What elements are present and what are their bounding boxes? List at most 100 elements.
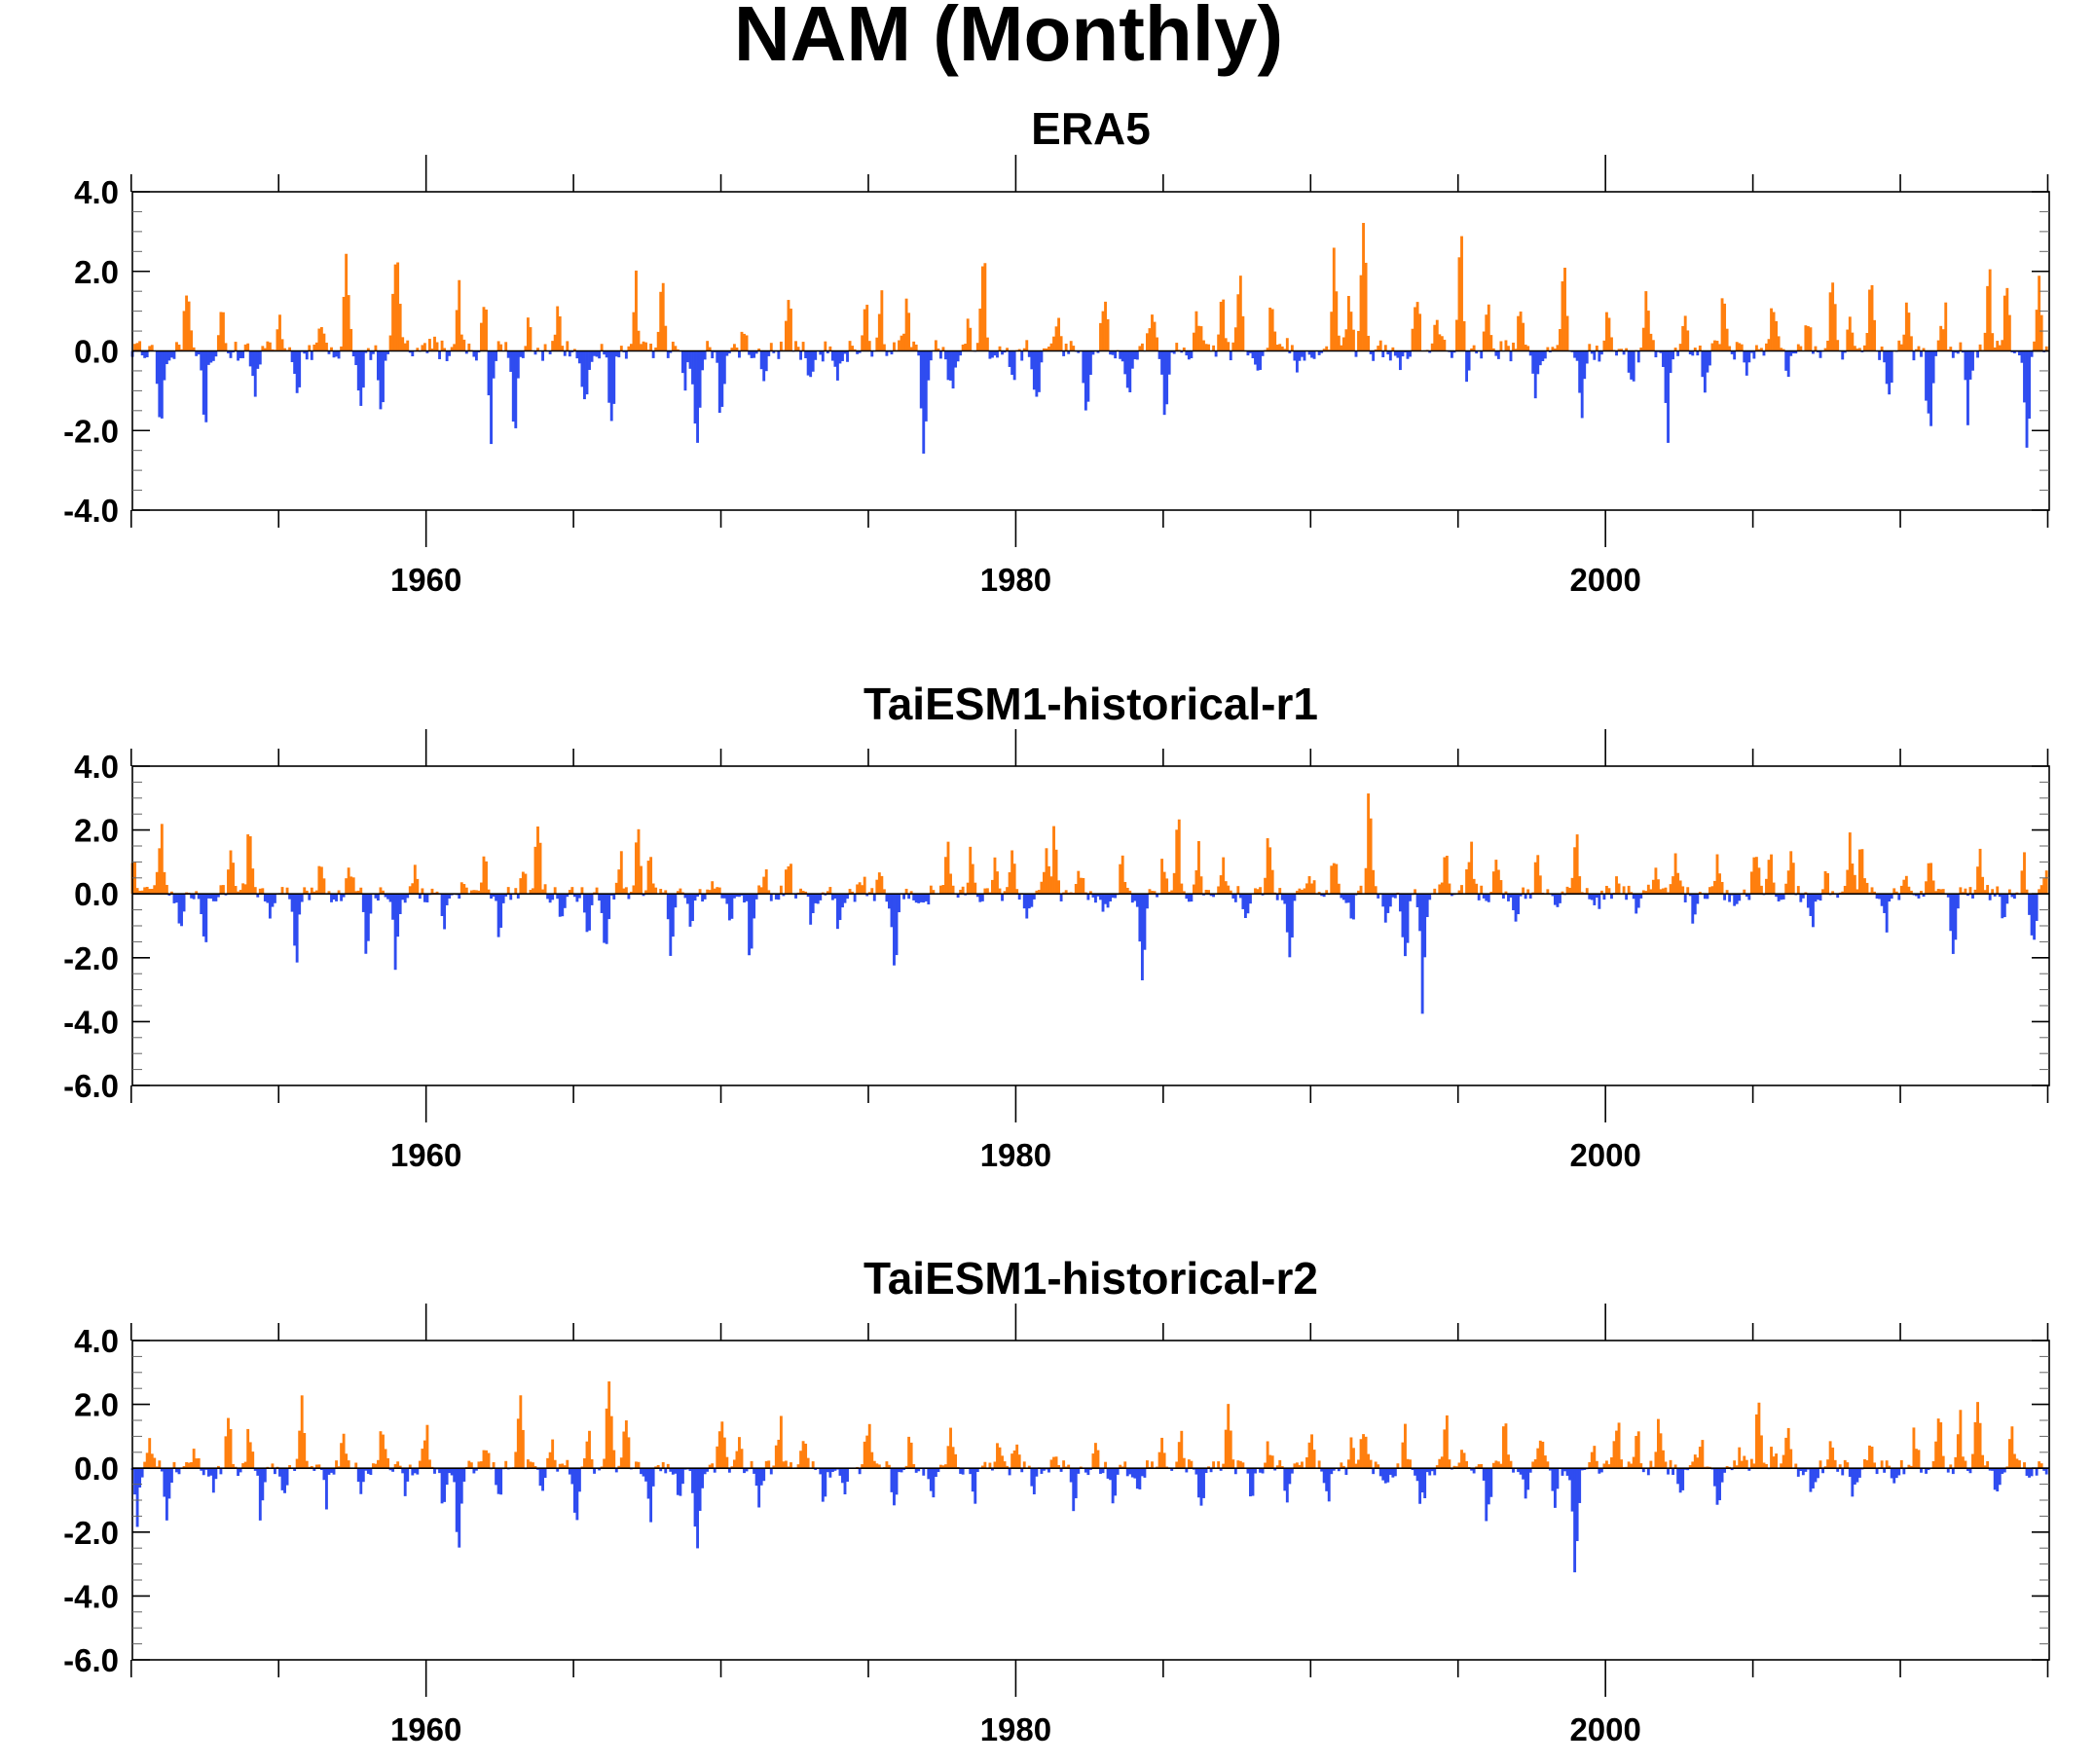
bar	[1595, 1460, 1598, 1469]
bar	[1968, 350, 1972, 380]
bar	[998, 888, 1002, 895]
bar	[1718, 873, 1721, 895]
bar	[150, 345, 154, 351]
bar	[1455, 319, 1458, 351]
bar	[1017, 349, 1021, 351]
bar	[1067, 1464, 1071, 1469]
plot-frame	[131, 1340, 2050, 1661]
bar	[1654, 350, 1658, 358]
bar	[422, 894, 426, 902]
bar	[1636, 350, 1640, 363]
bar	[1233, 327, 1237, 351]
bar	[1617, 349, 1621, 351]
bar	[1531, 350, 1535, 374]
bar	[745, 894, 749, 901]
bar	[1027, 894, 1031, 909]
bar	[1925, 1468, 1928, 1474]
bar	[516, 894, 520, 899]
bar	[480, 1461, 483, 1469]
bar	[561, 346, 565, 351]
bar	[585, 1441, 589, 1469]
bar	[1941, 1455, 1945, 1469]
bar	[1352, 329, 1355, 351]
bar	[443, 1468, 447, 1502]
bar	[1925, 881, 1928, 895]
bar	[359, 350, 363, 406]
bar	[985, 888, 989, 895]
bar	[1452, 1465, 1456, 1469]
bar	[1378, 1468, 1382, 1477]
bar	[1524, 1468, 1527, 1499]
bar	[167, 1468, 171, 1499]
bar	[1897, 894, 1901, 900]
bar	[1818, 894, 1822, 901]
bar	[1047, 347, 1050, 351]
bar	[1418, 894, 1422, 932]
bar	[1246, 1468, 1250, 1474]
bar	[637, 1461, 641, 1469]
bar	[570, 887, 574, 895]
bar	[1821, 1468, 1824, 1474]
bar	[1104, 301, 1107, 351]
bar	[1915, 1449, 1918, 1469]
bar	[1583, 1468, 1587, 1470]
bar	[1022, 894, 1026, 909]
bar	[787, 300, 790, 351]
bar	[1770, 308, 1773, 351]
bar	[735, 894, 739, 898]
bar	[1202, 340, 1205, 351]
bar	[1030, 350, 1034, 370]
bar	[312, 891, 316, 895]
bar	[1915, 894, 1918, 897]
bar	[580, 350, 584, 387]
bar	[1125, 1468, 1129, 1477]
bar	[1546, 889, 1550, 895]
bar	[1054, 1456, 1058, 1469]
bar	[1268, 1454, 1272, 1469]
bar	[764, 350, 768, 372]
bar	[769, 894, 773, 901]
bar	[1305, 1456, 1308, 1469]
bar	[2002, 1468, 2006, 1473]
bar	[314, 890, 318, 895]
bar	[1812, 350, 1815, 354]
y-tick-label: 4.0	[74, 1323, 119, 1359]
bar	[1565, 886, 1569, 895]
bar	[1715, 854, 1719, 895]
bar	[649, 1468, 653, 1523]
bar	[1575, 350, 1579, 361]
bar	[1312, 350, 1316, 359]
bar	[561, 894, 565, 917]
bar	[469, 890, 473, 895]
bar	[1570, 1468, 1574, 1512]
bar	[1556, 345, 1560, 351]
bar	[1231, 894, 1235, 899]
bar	[646, 1468, 650, 1499]
bar	[964, 344, 968, 351]
bar	[135, 343, 139, 351]
bar	[209, 350, 213, 363]
bar	[717, 887, 721, 895]
bar	[1993, 894, 1997, 897]
bar	[1553, 349, 1557, 351]
bar	[1528, 350, 1532, 356]
bar	[1598, 1468, 1601, 1474]
bar	[274, 1468, 276, 1475]
bar	[1593, 350, 1597, 360]
bar	[1146, 333, 1149, 351]
bar	[1450, 894, 1453, 897]
bar	[1062, 1460, 1066, 1469]
bar	[1868, 1445, 1871, 1469]
bar	[263, 1468, 267, 1483]
bar	[421, 1449, 424, 1469]
bar	[1420, 894, 1424, 1014]
bar	[1752, 350, 1756, 359]
bar	[1912, 1427, 1916, 1469]
bar	[1865, 882, 1869, 895]
bar	[619, 1457, 623, 1469]
bar	[996, 350, 999, 358]
bar	[612, 894, 616, 900]
bar	[1325, 346, 1329, 351]
bar	[1757, 349, 1761, 351]
bar	[627, 1437, 631, 1469]
